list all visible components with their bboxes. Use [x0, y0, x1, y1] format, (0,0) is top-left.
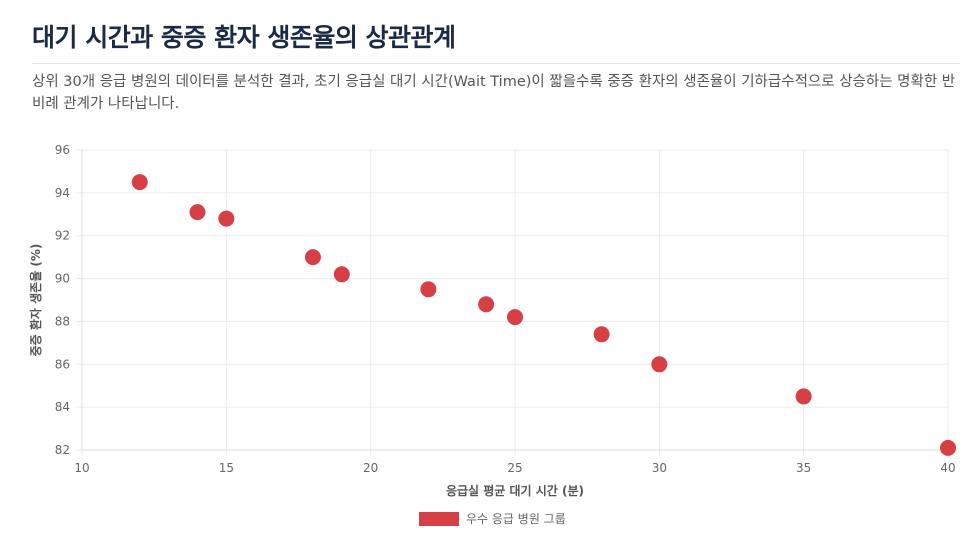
x-tick-label: 30 [652, 461, 667, 475]
data-point[interactable] [131, 174, 148, 191]
page-description: 상위 30개 응급 병원의 데이터를 분석한 결과, 초기 응급실 대기 시간(… [32, 74, 956, 112]
page-title: 대기 시간과 중증 환자 생존율의 상관관계 [32, 23, 456, 52]
axis-ticks: 82 84 86 88 90 92 94 96 10 15 20 25 30 35 40 [55, 143, 956, 475]
y-tick-label: 96 [55, 143, 70, 157]
legend-label[interactable]: 우수 응급 병원 그룹 [466, 512, 566, 526]
data-point[interactable] [478, 296, 495, 313]
x-tick-label: 10 [74, 461, 89, 475]
data-point[interactable] [795, 388, 812, 405]
y-tick-label: 84 [55, 400, 70, 414]
x-tick-label: 20 [363, 461, 378, 475]
y-tick-label: 82 [55, 443, 70, 457]
data-point[interactable] [333, 266, 350, 283]
y-axis-title: 중증 환자 생존율 (%) [28, 244, 43, 357]
y-tick-label: 94 [55, 186, 70, 200]
x-tick-label: 25 [507, 461, 522, 475]
data-point[interactable] [420, 281, 437, 298]
legend[interactable]: 우수 응급 병원 그룹 [419, 512, 566, 526]
title-divider [32, 63, 960, 64]
data-points [131, 174, 956, 456]
x-axis-title: 응급실 평균 대기 시간 (분) [446, 483, 584, 498]
data-point[interactable] [507, 309, 523, 326]
y-tick-label: 92 [55, 229, 70, 243]
x-tick-label: 35 [796, 461, 811, 475]
y-tick-label: 86 [55, 357, 70, 371]
x-tick-label: 40 [940, 461, 955, 475]
data-point[interactable] [189, 204, 206, 221]
data-point[interactable] [304, 249, 321, 266]
x-tick-label: 15 [219, 461, 234, 475]
legend-swatch[interactable] [419, 512, 459, 526]
grid [76, 149, 949, 456]
data-point[interactable] [651, 356, 668, 373]
data-point[interactable] [218, 210, 235, 227]
data-point[interactable] [940, 439, 956, 456]
y-tick-label: 88 [55, 314, 70, 328]
data-point[interactable] [593, 326, 610, 343]
y-tick-label: 90 [55, 272, 70, 286]
